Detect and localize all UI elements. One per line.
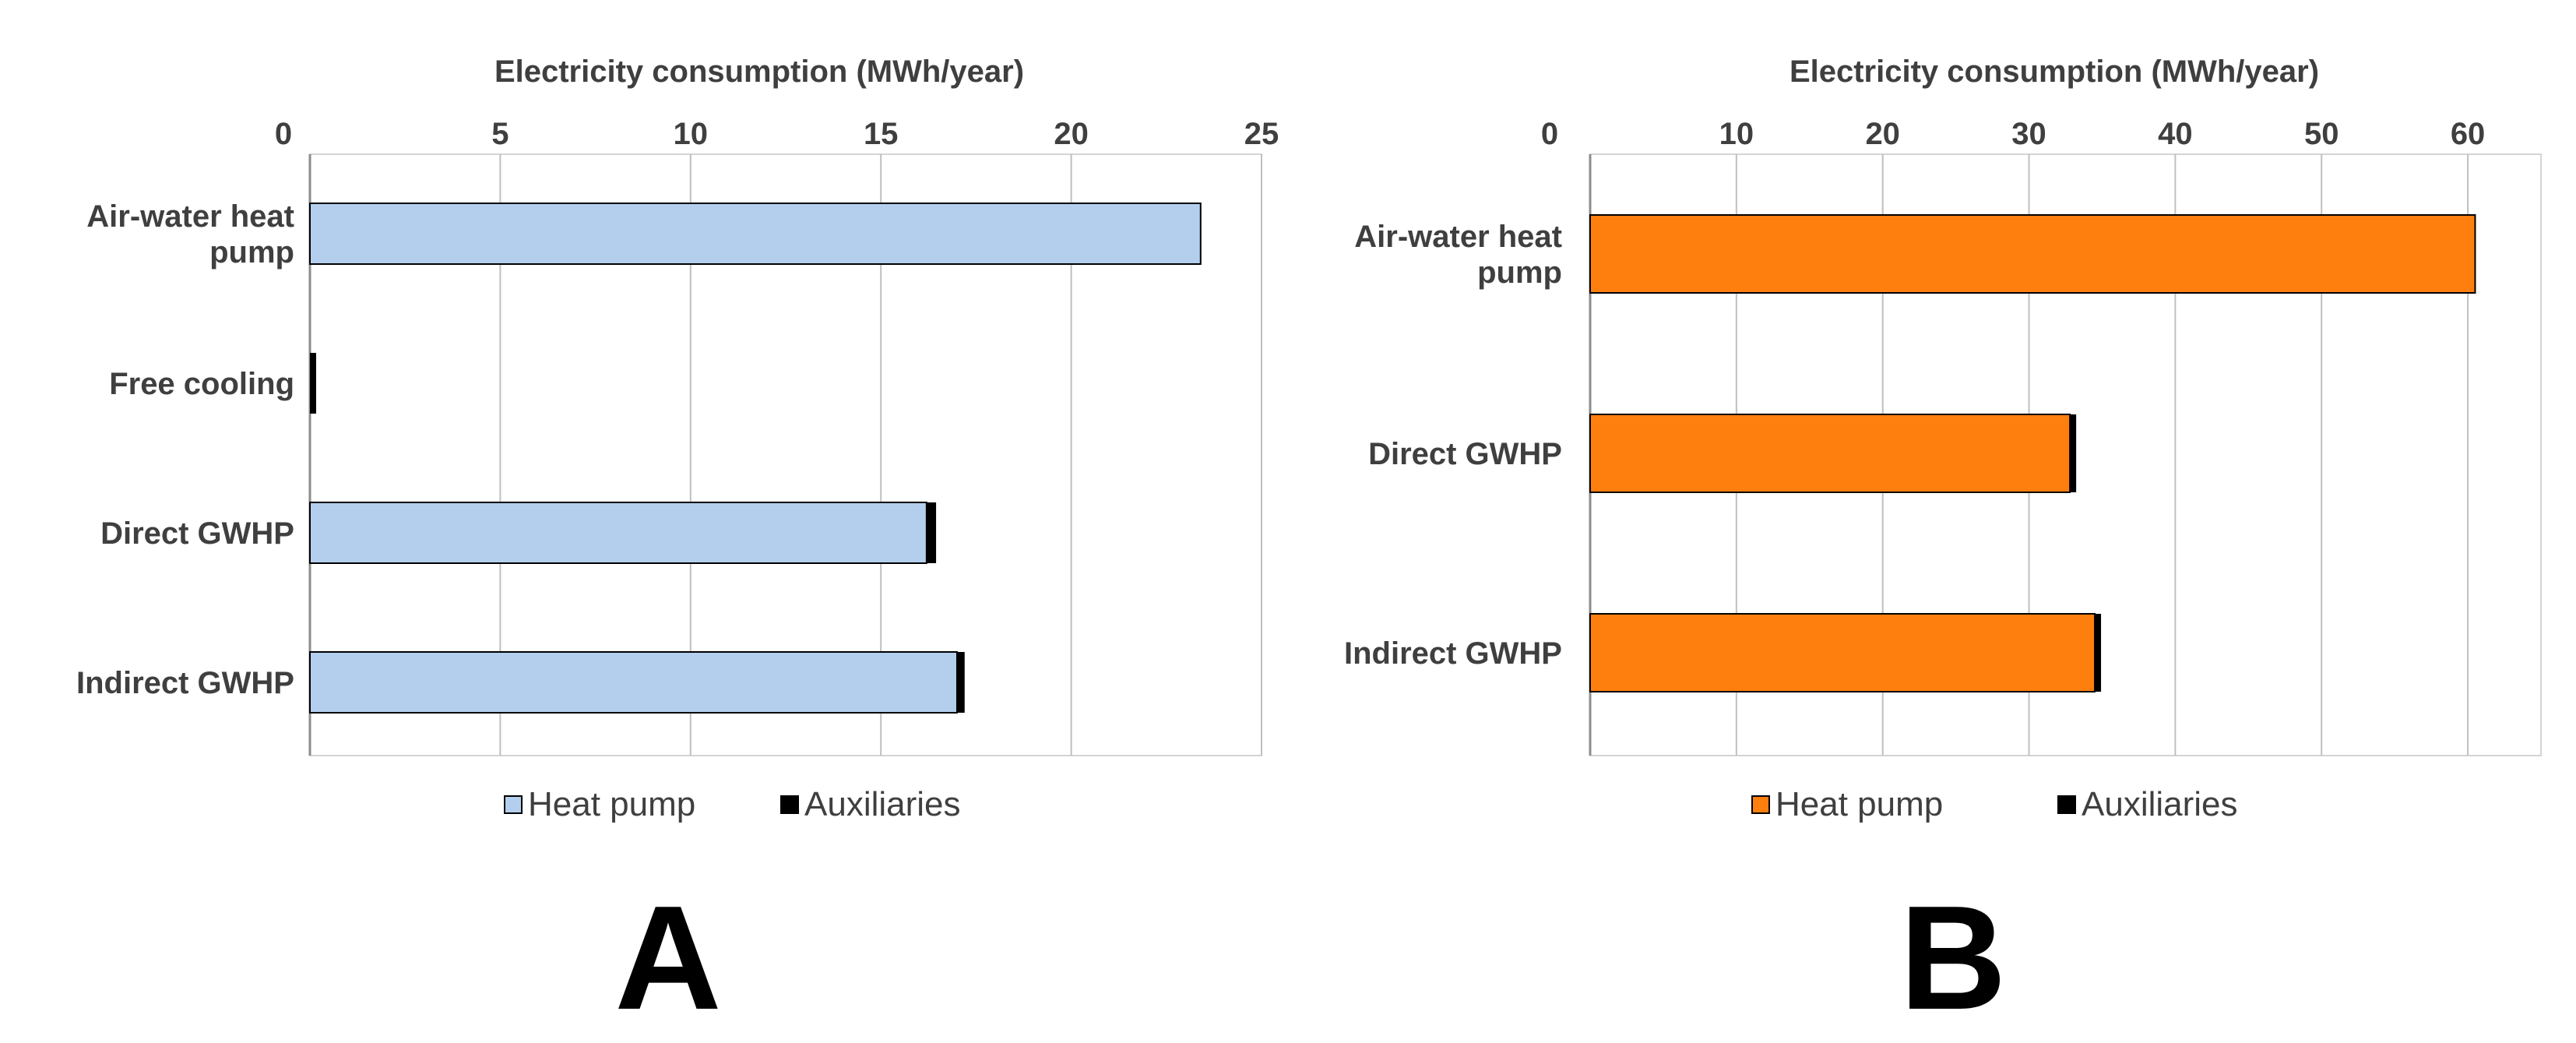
x-tick-label: 10 (674, 117, 709, 151)
panel-label: B (1899, 876, 2006, 1041)
bar-heat-pump (1589, 414, 2071, 493)
category-label: Free cooling (109, 367, 294, 401)
panel-label: A (614, 876, 721, 1041)
bar-heat-pump (1589, 613, 2096, 692)
legend-label: Heat pump (1775, 785, 1943, 823)
bar-auxiliaries (956, 652, 965, 713)
category-label: pump (209, 235, 294, 270)
x-tick-label: 0 (275, 117, 292, 151)
axis-title: Electricity consumption (MWh/year) (494, 55, 1024, 89)
x-tick-label: 30 (2011, 117, 2046, 151)
x-tick-label: 40 (2158, 117, 2193, 151)
legend-label: Auxiliaries (804, 785, 961, 823)
chart-panel-b: Electricity consumption (MWh/year) 0 10 20 3… (1344, 55, 2542, 1041)
bar-heat-pump (309, 203, 1202, 265)
x-tick-label: 60 (2451, 117, 2486, 151)
category-label: pump (1477, 255, 1562, 290)
chart-panel-a: Electricity consumption (MWh/year) 0 5 10 15… (76, 55, 1279, 1041)
x-tick-label: 20 (1865, 117, 1900, 151)
x-tick-label: 15 (864, 117, 899, 151)
bar-heat-pump (309, 651, 958, 714)
category-label: Direct GWHP (100, 516, 294, 551)
x-tick-label: 5 (491, 117, 509, 151)
bar-auxiliaries (310, 353, 316, 414)
bar-auxiliaries (926, 502, 937, 563)
x-tick-label: 20 (1054, 117, 1089, 151)
legend-swatch (504, 795, 523, 814)
axis-title: Electricity consumption (MWh/year) (1789, 55, 2319, 89)
bar-auxiliaries (2095, 614, 2102, 692)
category-label: Direct GWHP (1368, 437, 1562, 471)
legend-label: Auxiliaries (2082, 785, 2238, 823)
category-label: Air-water heat (1354, 220, 1562, 254)
x-tick-label: 0 (1541, 117, 1558, 151)
legend-label: Heat pump (528, 785, 695, 823)
x-tick-label: 50 (2304, 117, 2339, 151)
bar-auxiliaries (2070, 414, 2077, 492)
bar-heat-pump (1589, 214, 2476, 294)
category-label: Air-water heat (86, 199, 294, 234)
category-label: Indirect GWHP (1344, 636, 1562, 671)
legend-swatch (780, 795, 799, 814)
x-tick-label: 10 (1719, 117, 1754, 151)
x-tick-label: 25 (1244, 117, 1279, 151)
category-label: Indirect GWHP (76, 666, 294, 700)
bar-heat-pump (309, 502, 927, 564)
legend-swatch (2057, 795, 2076, 814)
legend-swatch (1751, 795, 1770, 814)
